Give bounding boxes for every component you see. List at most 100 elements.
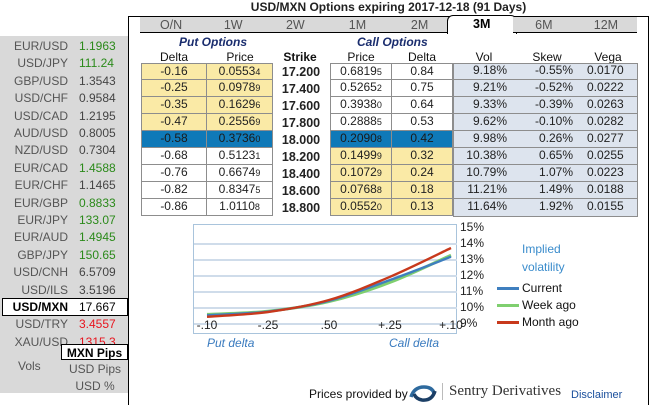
pair-name: USD/MXN (12, 300, 68, 314)
pair-rate: 111.24 (79, 56, 114, 71)
cell-strike: 18.400 (281, 167, 321, 181)
cell-put-price: 0.66749 (206, 165, 273, 182)
disclaimer-link[interactable]: Disclaimer (571, 389, 623, 401)
header-put-price: Price (226, 50, 254, 64)
cell-vol: 9.21% (453, 80, 515, 97)
cell-vol: 9.98% (453, 131, 515, 148)
header-vol: Vol (475, 50, 493, 64)
cell-skew: -0.10% (515, 114, 579, 131)
pair-rate: 6.5709 (79, 265, 116, 280)
cell-put-price: 0.05534 (206, 63, 273, 80)
table-row: -0.82 0.83475 18.600 0.07688 0.18 11.21% 1.49%… (0, 182, 649, 199)
tab-6m[interactable]: 6M (512, 17, 575, 33)
price-value: 0.68195 (340, 64, 382, 78)
currency-pair-usd-jpy[interactable]: USD/JPY 111.24 (0, 55, 128, 71)
legend-swatch (497, 304, 519, 307)
provider-name: Sentry Derivatives (442, 383, 561, 400)
currency-pair-usd-chf[interactable]: USD/CHF 0.9584 (0, 90, 128, 106)
pair-name: EUR/GBP (13, 195, 68, 210)
pair-name: GBP/JPY (17, 247, 68, 262)
cell-put-price: 0.51231 (206, 148, 273, 165)
currency-pair-usd-try[interactable]: USD/TRY 3.4557 (0, 316, 128, 332)
currency-pair-nzd-usd[interactable]: NZD/USD 0.7304 (0, 142, 128, 158)
tab-1m[interactable]: 1M (326, 17, 389, 33)
legend-swatch (497, 287, 519, 290)
tab-3m[interactable]: 3M (446, 15, 517, 34)
tab-12m[interactable]: 12M (574, 17, 637, 33)
pair-rate: 150.65 (79, 247, 116, 262)
pair-name: XAU/USD (14, 334, 68, 349)
tab-2w[interactable]: 2W (264, 17, 327, 33)
cell-strike: 17.200 (281, 65, 321, 79)
pair-rate: 0.8005 (79, 126, 116, 140)
currency-pair-gbp-usd[interactable]: GBP/USD 1.3543 (0, 73, 128, 89)
currency-pair-eur-gbp[interactable]: EUR/GBP 0.8833 (0, 195, 128, 211)
cell-vega: 0.0155 (587, 199, 624, 213)
cell-call-delta: 0.84 (391, 63, 453, 80)
cell-call-price: 0.07688 (330, 182, 392, 199)
tab-1w[interactable]: 1W (202, 17, 265, 33)
series-line-week-ago (206, 253, 452, 316)
pair-name: EUR/CAD (13, 160, 68, 175)
cell-put-delta: -0.58 (141, 131, 207, 148)
pair-rate: 1.4945 (79, 230, 116, 245)
y-tick-label: 13% (460, 252, 485, 266)
pair-rate: 0.7304 (79, 143, 116, 158)
cell-vega: 0.0277 (579, 131, 637, 148)
cell-put-delta: -0.16 (141, 63, 207, 80)
cell-call-delta: 0.13 (391, 199, 453, 216)
cell-put-price: 0.83475 (206, 182, 273, 199)
table-row: -0.76 0.66749 18.400 0.10729 0.24 10.79% 1.07%… (0, 165, 649, 182)
currency-pair-eur-aud[interactable]: EUR/AUD 1.4945 (0, 229, 128, 245)
currency-pair-usd-mxn[interactable]: USD/MXN 17.667 (2, 298, 128, 316)
pair-name: USD/CNH (13, 265, 68, 280)
pair-name: USD/ILS (21, 282, 68, 297)
tab-on[interactable]: O/N (140, 17, 203, 33)
y-tick-label: 10% (460, 300, 485, 314)
currency-pair-gbp-jpy[interactable]: GBP/JPY 150.65 (0, 247, 128, 263)
currency-pair-eur-usd[interactable]: EUR/USD 1.1963 (0, 38, 128, 54)
cell-call-delta: 0.32 (391, 148, 453, 165)
table-row: -0.68 0.51231 18.200 0.14999 0.32 10.38% 0.65%… (0, 148, 649, 165)
cell-strike: 17.800 (281, 116, 321, 130)
pair-rate: 1.1465 (79, 178, 116, 193)
currency-pair-usd-ils[interactable]: USD/ILS 3.5196 (0, 282, 128, 298)
cell-vol: 11.21% (453, 182, 515, 199)
sentry-logo-icon (409, 385, 437, 402)
price-value: 0.66749 (218, 165, 261, 179)
currency-pair-eur-jpy[interactable]: EUR/JPY 133.07 (0, 212, 128, 228)
price-value: 0.83475 (218, 182, 261, 196)
tab-2m[interactable]: 2M (388, 17, 451, 33)
call-delta-label: Call delta (389, 336, 440, 350)
currency-pair-eur-chf[interactable]: EUR/CHF 1.1465 (0, 177, 128, 193)
cell-call-delta: 0.24 (391, 165, 453, 182)
legend-label: Week ago (522, 298, 576, 312)
vol-unit-mxn-pips[interactable]: MXN Pips (61, 344, 128, 360)
cell-put-delta: -0.68 (141, 148, 207, 165)
currency-pair-aud-usd[interactable]: AUD/USD 0.8005 (0, 125, 128, 141)
table-row: -0.16 0.05534 17.200 0.68195 0.84 9.18% -0.55%… (0, 63, 649, 80)
vol-unit-usd-[interactable]: USD % (75, 379, 115, 393)
y-tick-label: 11% (460, 284, 484, 298)
pair-rate: 133.07 (79, 213, 116, 227)
y-tick-label: 14% (460, 236, 485, 250)
cell-vega: 0.0223 (579, 165, 637, 182)
table-row: -0.58 0.37360 18.000 0.20908 0.42 9.98% 0.26% 0… (0, 131, 649, 148)
pair-name: AUD/USD (13, 126, 68, 140)
call-options-heading: Call Options (357, 35, 428, 49)
pair-rate: 1.1963 (79, 39, 116, 53)
header-call-delta: Delta (407, 50, 436, 64)
vol-unit-usd-pips[interactable]: USD Pips (68, 362, 121, 376)
price-value: 0.52652 (340, 80, 382, 94)
cell-vol: 10.38% (453, 148, 515, 165)
x-tick-label: +.25 (378, 318, 402, 332)
currency-pair-usd-cad[interactable]: USD/CAD 1.2195 (0, 108, 128, 124)
currency-pair-usd-cnh[interactable]: USD/CNH 6.5709 (0, 264, 128, 280)
cell-vol: 9.18% (453, 63, 515, 80)
price-value: 0.28885 (340, 114, 382, 128)
price-value: 1.01108 (219, 199, 260, 213)
pair-rate: 3.5196 (79, 282, 116, 297)
cell-strike: 18.000 (281, 133, 321, 147)
currency-pair-eur-cad[interactable]: EUR/CAD 1.4588 (0, 160, 128, 176)
table-row: -0.25 0.09789 17.400 0.52652 0.75 9.21% -0.52%… (0, 80, 649, 97)
